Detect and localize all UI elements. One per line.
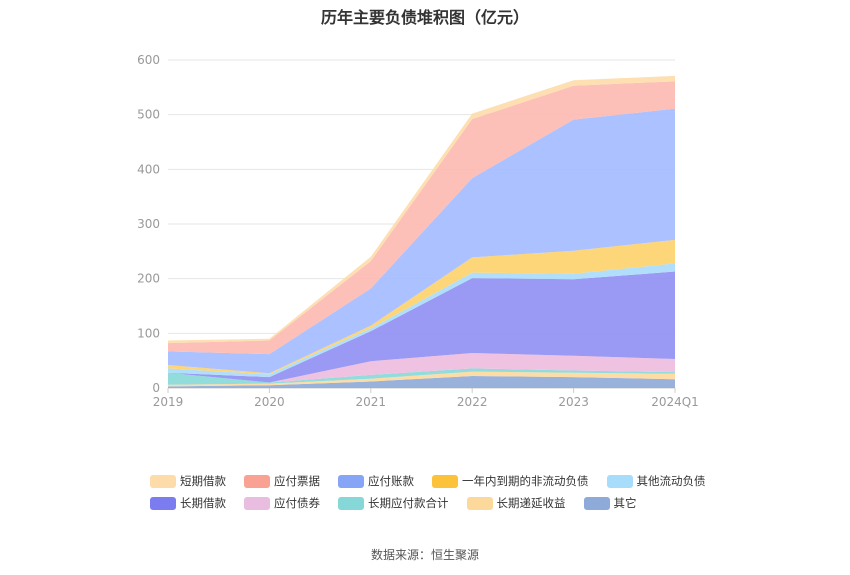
legend-row-1: 短期借款 应付票据 应付账款 一年内到期的非流动负债 其他流动负债: [150, 470, 770, 492]
legend-label: 长期递延收益: [496, 496, 566, 510]
legend-label: 应付账款: [368, 474, 414, 488]
legend-item[interactable]: 一年内到期的非流动负债: [432, 473, 589, 489]
legend-label: 应付债券: [274, 496, 320, 510]
legend-swatch: [466, 496, 493, 510]
x-tick-label: 2024Q1: [651, 395, 699, 409]
legend-label: 短期借款: [180, 474, 226, 488]
legend-label: 应付票据: [274, 474, 320, 488]
area-应付债券[interactable]: [168, 353, 675, 383]
legend-swatch: [432, 474, 458, 488]
area-应付票据[interactable]: [168, 81, 675, 355]
legend: 短期借款 应付票据 应付账款 一年内到期的非流动负债 其他流动负债 长期借款 应付债券 长期…: [150, 470, 770, 514]
y-tick-label: 200: [137, 272, 160, 286]
legend-label: 一年内到期的非流动负债: [462, 474, 589, 488]
chart-title: 历年主要负债堆积图（亿元）: [320, 8, 529, 27]
legend-item[interactable]: 应付债券: [244, 495, 320, 511]
legend-item[interactable]: 长期应付款合计: [338, 495, 449, 511]
area-应付账款[interactable]: [168, 108, 675, 374]
y-tick-label: 500: [137, 108, 160, 122]
y-tick-label: 400: [137, 162, 160, 176]
area-一年内到期的非流动负债[interactable]: [168, 239, 675, 375]
data-source-note: 数据来源：恒生聚源: [370, 548, 479, 562]
area-长期借款[interactable]: [168, 271, 675, 383]
legend-item[interactable]: 其它: [583, 495, 637, 511]
x-tick-label: 2022: [457, 395, 488, 409]
legend-swatch: [606, 474, 633, 488]
legend-label: 其它: [613, 496, 637, 510]
y-tick-label: 600: [137, 53, 160, 67]
area-长期递延收益[interactable]: [168, 371, 675, 387]
legend-item[interactable]: 长期借款: [150, 495, 226, 511]
area-series: [168, 75, 675, 388]
y-tick-label: 100: [137, 326, 160, 340]
x-tick-label: 2019: [153, 395, 184, 409]
legend-swatch: [338, 496, 364, 510]
legend-swatch: [244, 496, 270, 510]
stacked-area-chart: 0 100 200 300 400 500 600 2019 2020 2021 2022 2023 2…: [137, 53, 699, 409]
legend-label: 其他流动负债: [636, 474, 706, 488]
area-其它[interactable]: [168, 375, 675, 388]
legend-item[interactable]: 长期递延收益: [466, 495, 566, 511]
legend-item[interactable]: 其他流动负债: [606, 473, 706, 489]
legend-item[interactable]: 短期借款: [150, 473, 226, 489]
legend-item[interactable]: 应付票据: [244, 473, 320, 489]
y-tick-label: 0: [152, 381, 160, 395]
x-tick-label: 2021: [356, 395, 387, 409]
legend-label: 长期借款: [180, 496, 226, 510]
legend-swatch: [150, 474, 176, 488]
area-其他流动负债[interactable]: [168, 263, 675, 378]
legend-label: 长期应付款合计: [368, 496, 449, 510]
y-tick-label: 300: [137, 217, 160, 231]
axes: 0 100 200 300 400 500 600 2019 2020 2021 2022 2023 2…: [137, 53, 699, 409]
legend-swatch: [338, 474, 364, 488]
x-tick-label: 2020: [254, 395, 285, 409]
area-长期应付款合计[interactable]: [168, 368, 675, 385]
legend-row-2: 长期借款 应付债券 长期应付款合计 长期递延收益 其它: [150, 492, 770, 514]
legend-swatch: [244, 474, 270, 488]
legend-swatch: [150, 496, 176, 510]
legend-swatch: [583, 496, 610, 510]
legend-item[interactable]: 应付账款: [338, 473, 414, 489]
x-tick-label: 2023: [558, 395, 589, 409]
